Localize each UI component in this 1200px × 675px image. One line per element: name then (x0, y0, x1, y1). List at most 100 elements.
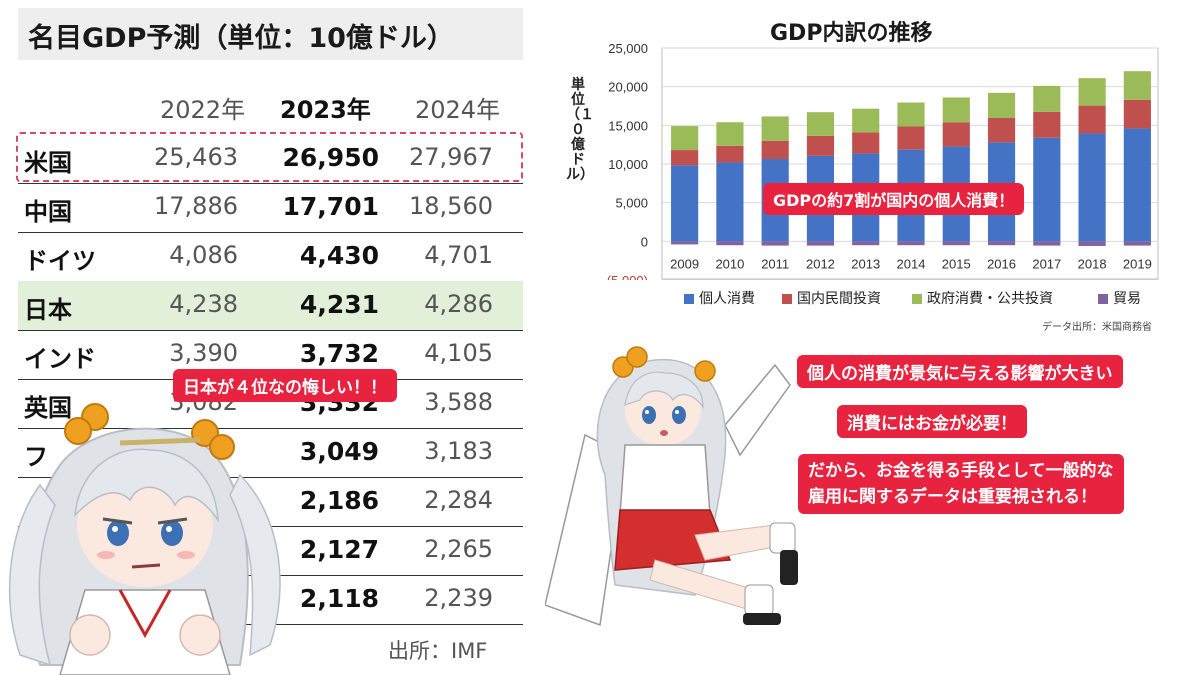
x-tick-label: 2018 (1078, 256, 1107, 271)
legend-item-consumption: 個人消費 (684, 288, 755, 308)
bar-segment (1078, 105, 1106, 134)
character-left-illustration (8, 403, 281, 675)
bar-segment (671, 150, 699, 166)
cell-v2022: 25,463 (154, 143, 238, 171)
x-tick-label: 2010 (715, 256, 744, 271)
bar-segment (716, 122, 744, 146)
cell-v2024: 4,701 (424, 241, 493, 269)
cell-v2023: 3,049 (299, 437, 379, 466)
cell-v2024: 18,560 (409, 192, 493, 220)
table-title-box: 名目GDP予測（単位：10億ドル） (18, 8, 523, 60)
bar-segment (1078, 241, 1106, 246)
chart-y-axis-label: 単位（１０億ドル） (566, 77, 594, 183)
chart-plot: 25,000 20,000 15,000 10,000 5,000 0 (5,000) 200… (607, 41, 1159, 280)
cell-v2024: 27,967 (409, 143, 493, 171)
y-tick-label: 10,000 (608, 157, 648, 172)
header-2022: 2022年 (160, 96, 246, 124)
header-2024: 2024年 (415, 96, 501, 124)
bar-segment (1123, 99, 1151, 129)
legend-swatch-trade (1098, 294, 1108, 304)
cell-v2023: 4,430 (299, 241, 379, 270)
character-right-illustration (545, 346, 798, 627)
legend-label-consumption: 個人消費 (699, 291, 755, 307)
bar-segment (942, 97, 970, 123)
bar-segment (806, 112, 835, 136)
bar-segment (897, 126, 925, 150)
bar-segment (1078, 78, 1106, 106)
cell-v2024: 2,265 (424, 535, 493, 563)
bar-segment (1033, 241, 1061, 246)
cell-v2024: 3,183 (424, 437, 493, 465)
legend-swatch-investment (782, 294, 792, 304)
x-tick-label: 2009 (670, 256, 699, 271)
bar-segment (671, 241, 699, 245)
bar-segment (852, 132, 880, 154)
bar-segment (1123, 71, 1151, 100)
callout-japan-rank: 日本が４位なの悔しい！！ (173, 369, 397, 402)
bar-segment (987, 117, 1016, 143)
legend-label-government: 政府消費・公共投資 (927, 291, 1053, 307)
header-2023: 2023年 (280, 96, 371, 124)
cell-v2023: 3,732 (299, 339, 379, 368)
cell-country: 米国 (24, 149, 72, 177)
legend-item-investment: 国内民間投資 (782, 288, 881, 308)
bar-segment (806, 135, 835, 156)
bar-segment (1123, 241, 1151, 246)
x-tick-label: 2011 (761, 256, 789, 271)
cell-country: ドイツ (24, 247, 96, 275)
cell-v2023: 2,118 (299, 584, 379, 613)
legend-swatch-consumption (684, 294, 694, 304)
x-tick-label: 2017 (1032, 256, 1061, 271)
cell-v2023: 2,127 (299, 535, 379, 564)
y-tick-label: 25,000 (608, 41, 648, 56)
bar-segment (761, 116, 789, 141)
chart-source: データ出所：米国商務省 (1042, 322, 1152, 333)
table-row: 中国 17,886 17,701 18,560 (18, 183, 523, 233)
table-row: ドイツ 4,086 4,430 4,701 (18, 232, 523, 282)
bar-segment (852, 108, 880, 133)
legend-label-investment: 国内民間投資 (797, 291, 881, 307)
x-tick-label: 2012 (806, 256, 835, 271)
bar-segment (942, 241, 970, 246)
callout-employment-line1: だから、お金を得る手段として一般的な (808, 461, 1114, 481)
cell-v2023: 26,950 (282, 143, 379, 172)
bar-segment (852, 241, 880, 246)
table-row: 日本 4,238 4,231 4,286 (18, 281, 523, 331)
callout-employment-data: だから、お金を得る手段として一般的な 雇用に関するデータは重要視される！ (798, 454, 1124, 514)
x-tick-label: 2013 (851, 256, 880, 271)
bar-segment (671, 126, 699, 151)
cell-v2023: 2,186 (299, 486, 379, 515)
cell-v2024: 2,284 (424, 486, 493, 514)
cell-v2023: 17,701 (282, 192, 379, 221)
bar-segment (716, 162, 744, 242)
bar-segment (671, 165, 699, 242)
cell-country: インド (24, 345, 96, 373)
cell-v2022: 3,390 (169, 339, 238, 367)
bar-segment (716, 241, 744, 246)
bar-segment (761, 140, 789, 159)
y-tick-label: 5,000 (615, 196, 648, 211)
cell-v2024: 4,286 (424, 290, 493, 318)
cell-v2024: 2,239 (424, 584, 493, 612)
y-tick-label: 20,000 (608, 80, 648, 95)
cell-country: フ (24, 443, 48, 471)
cell-country: 中国 (24, 198, 72, 226)
callout-employment-line2: 雇用に関するデータは重要視される！ (808, 487, 1097, 507)
bar-segment (716, 145, 744, 163)
bar-segment (897, 102, 925, 127)
x-tick-label: 2014 (897, 256, 926, 271)
bar-segment (942, 122, 970, 147)
callout-money-needed: 消費にはお金が必要！ (837, 405, 1027, 438)
cell-v2022: 4,086 (169, 241, 238, 269)
legend-item-government: 政府消費・公共投資 (912, 288, 1053, 308)
table-source: 出所：IMF (388, 639, 488, 663)
x-tick-label: 2019 (1123, 256, 1152, 271)
legend-swatch-government (912, 294, 922, 304)
callout-consumption-impact: 個人の消費が景気に与える影響が大きい (797, 355, 1123, 388)
bar-segment (987, 241, 1016, 246)
bar-segment (1033, 85, 1061, 112)
chart-title: GDP内訳の推移 (770, 21, 933, 46)
cell-country: 英国 (24, 394, 72, 422)
usa-highlight-frame (16, 132, 523, 182)
cell-v2024: 3,588 (424, 388, 493, 416)
